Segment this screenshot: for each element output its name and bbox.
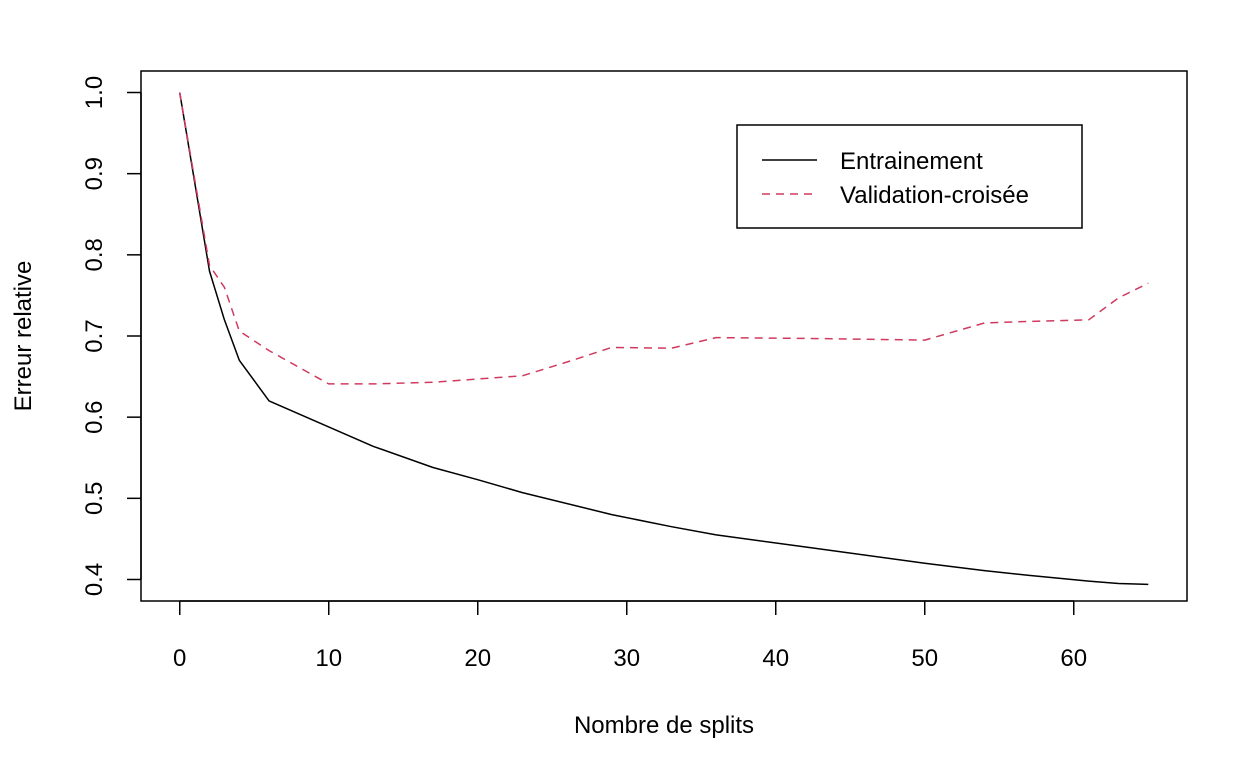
- legend-label-entrainement: Entrainement: [840, 148, 983, 175]
- x-tick-label: 0: [173, 645, 186, 672]
- x-tick-label: 10: [315, 645, 342, 672]
- y-axis-title: Erreur relative: [10, 261, 37, 412]
- y-tick-label: 0.7: [81, 319, 108, 352]
- series-line-entrainement: [178, 92, 1149, 586]
- y-axis: 0.4 0.5 0.6 0.7 0.8 0.9 1.0: [81, 76, 142, 596]
- legend-box: [736, 124, 1083, 229]
- legend: Entrainement Validation-croisée: [736, 124, 1083, 229]
- x-axis-title: Nombre de splits: [574, 712, 754, 739]
- y-tick-label: 0.9: [81, 157, 108, 190]
- x-tick-label: 30: [613, 645, 640, 672]
- y-tick-label: 0.8: [81, 238, 108, 271]
- x-axis: 0 10 20 30 40 50 60: [173, 600, 1087, 672]
- series-line-validation-croisee: [178, 92, 1149, 385]
- x-tick-label: 60: [1060, 645, 1087, 672]
- y-tick-label: 0.5: [81, 482, 108, 515]
- y-tick-label: 1.0: [81, 76, 108, 109]
- x-tick-label: 50: [911, 645, 938, 672]
- y-tick-label: 0.6: [81, 400, 108, 433]
- x-tick-label: 40: [762, 645, 789, 672]
- x-tick-label: 20: [464, 645, 491, 672]
- series-layer: [178, 92, 1149, 586]
- legend-label-validation-croisee: Validation-croisée: [840, 182, 1029, 209]
- y-tick-label: 0.4: [81, 563, 108, 596]
